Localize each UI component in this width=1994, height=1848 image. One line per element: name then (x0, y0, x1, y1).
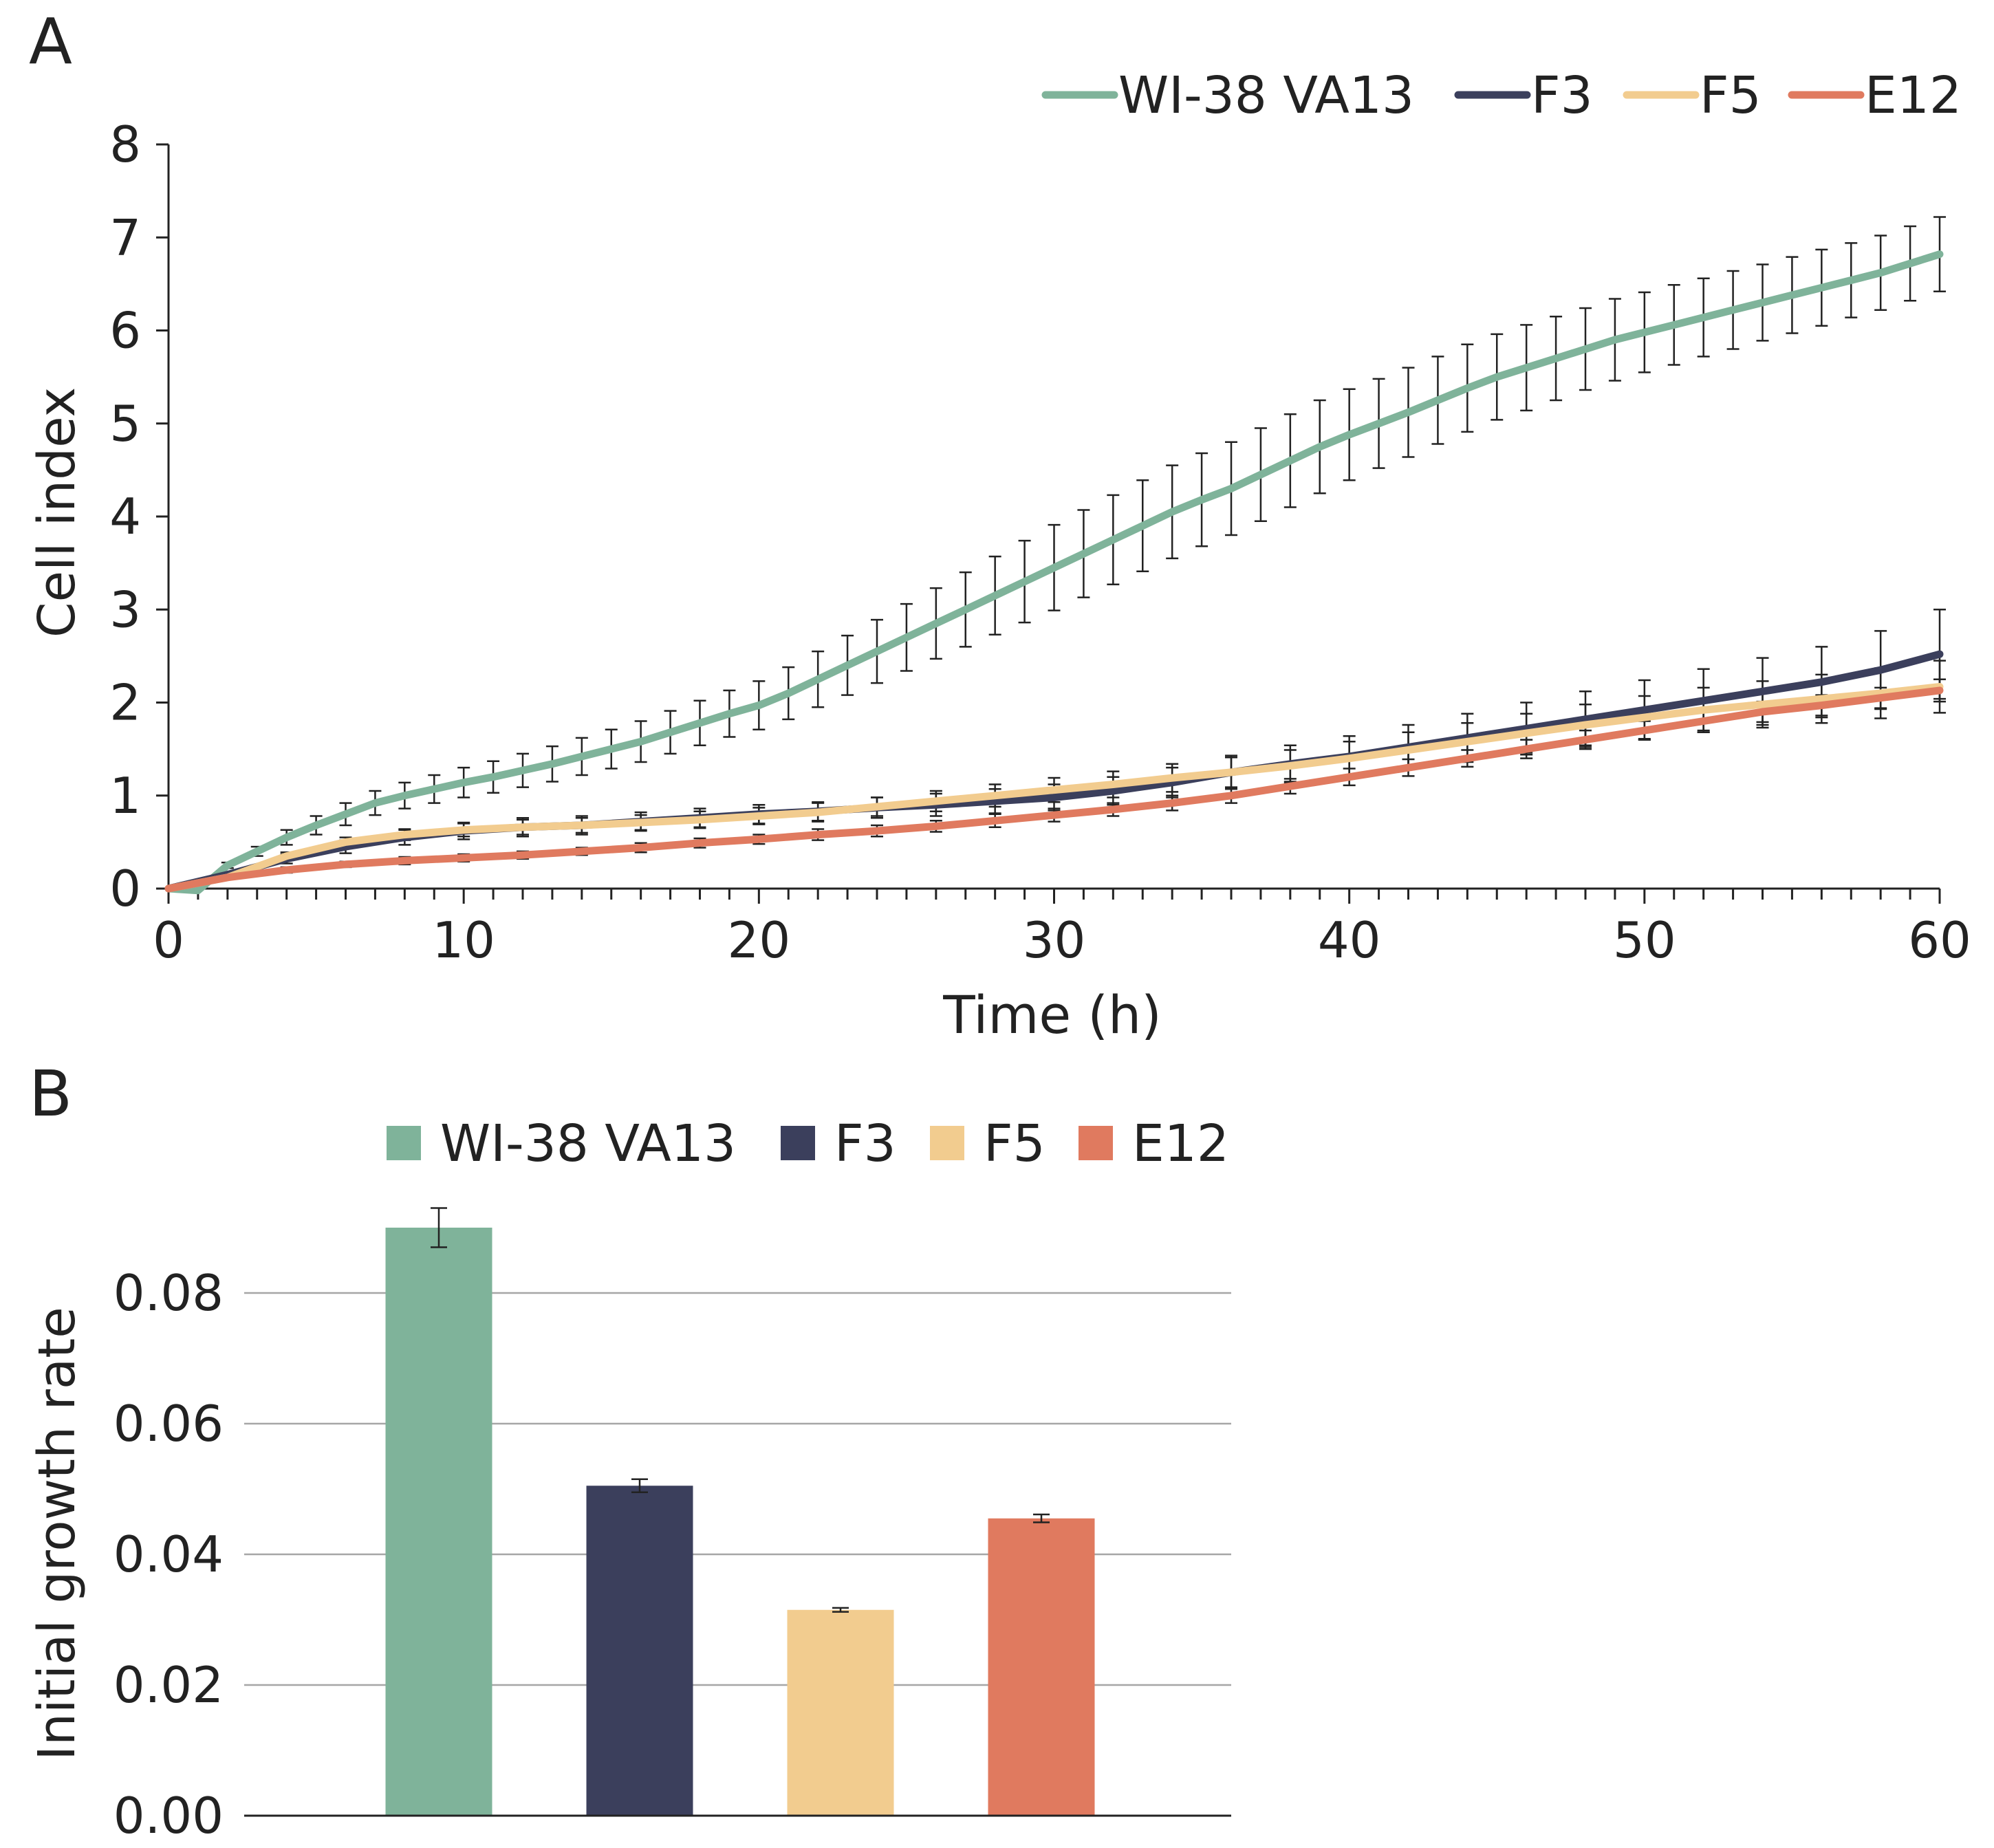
a-x-tick-label: 10 (432, 911, 495, 969)
panel-b-bars (385, 1207, 1095, 1816)
b-legend-swatch-wi-38-va13 (387, 1126, 421, 1160)
b-y-tick-label: 0.08 (113, 1264, 224, 1322)
b-bar-wi-38-va13 (385, 1228, 492, 1816)
panel-b-legend: WI-38 VA13 F3 F5 E12 (387, 1114, 1229, 1173)
a-y-tick-label: 6 (109, 302, 141, 360)
a-x-tick-label: 60 (1908, 911, 1971, 969)
a-y-tick-label: 2 (109, 674, 141, 732)
b-legend-label-f3: F3 (834, 1114, 896, 1173)
a-legend-label-f3: F3 (1531, 66, 1593, 125)
panel-a-line-chart: A Cell index Time (h) 0 1 2 3 4 5 6 7 8 0 10 20 30 40… (28, 5, 1971, 1045)
panel-b-ylabel: Initial growth rate (28, 1307, 87, 1761)
a-y-tick-label: 1 (109, 767, 141, 825)
a-y-tick-label: 8 (109, 116, 141, 173)
a-x-tick-label: 50 (1613, 911, 1676, 969)
a-line-f5 (164, 683, 1944, 893)
a-y-tick-label: 3 (109, 580, 141, 638)
a-line-wi-38-va13 (164, 250, 1944, 895)
panel-a-ylabel: Cell index (28, 387, 87, 638)
a-x-tick-label: 20 (728, 911, 791, 969)
a-legend-label-wi-38-va13: WI-38 VA13 (1118, 66, 1414, 125)
b-legend-swatch-f5 (930, 1126, 964, 1160)
panel-a-axes: 0 1 2 3 4 5 6 7 8 0 10 20 30 40 50 60 (109, 116, 1971, 969)
b-y-tick-label: 0.02 (113, 1656, 224, 1714)
a-y-tick-label: 5 (109, 395, 141, 453)
b-legend-label-f5: F5 (984, 1114, 1045, 1173)
panel-a-series-lines (164, 250, 1944, 895)
b-legend-swatch-f3 (781, 1126, 815, 1160)
b-legend-label-e12: E12 (1132, 1114, 1229, 1173)
a-y-tick-label: 7 (109, 208, 141, 266)
a-y-tick-label: 0 (109, 860, 141, 917)
panel-b-axes: 0.00 0.02 0.04 0.06 0.08 (113, 1264, 1231, 1845)
a-line-e12 (164, 686, 1944, 893)
panel-b-bar-chart: B Initial growth rate 0.000.020.040.060.… (28, 1057, 1231, 1845)
b-y-tick-label: 0.04 (113, 1525, 224, 1583)
b-bar-f3 (586, 1486, 693, 1816)
panel-a-xlabel: Time (h) (942, 984, 1162, 1045)
a-legend-label-f5: F5 (1700, 66, 1762, 125)
a-x-tick-label: 40 (1318, 911, 1381, 969)
a-x-tick-label: 0 (153, 911, 184, 969)
b-bar-e12 (988, 1518, 1095, 1816)
b-bar-f5 (787, 1609, 894, 1816)
panel-a-legend: WI-38 VA13 F3 F5 E12 (1041, 66, 1962, 125)
a-y-tick-label: 4 (109, 488, 141, 545)
b-y-tick-label: 0.06 (113, 1395, 224, 1453)
a-x-tick-label: 30 (1023, 911, 1086, 969)
b-legend-swatch-e12 (1079, 1126, 1113, 1160)
a-line-f3 (164, 650, 1944, 893)
b-legend-label-wi-38-va13: WI-38 VA13 (440, 1114, 736, 1173)
a-legend-label-e12: E12 (1865, 66, 1962, 125)
panel-b-label: B (29, 1057, 72, 1131)
b-y-tick-label: 0.00 (113, 1787, 224, 1845)
panel-a-label: A (29, 5, 72, 78)
